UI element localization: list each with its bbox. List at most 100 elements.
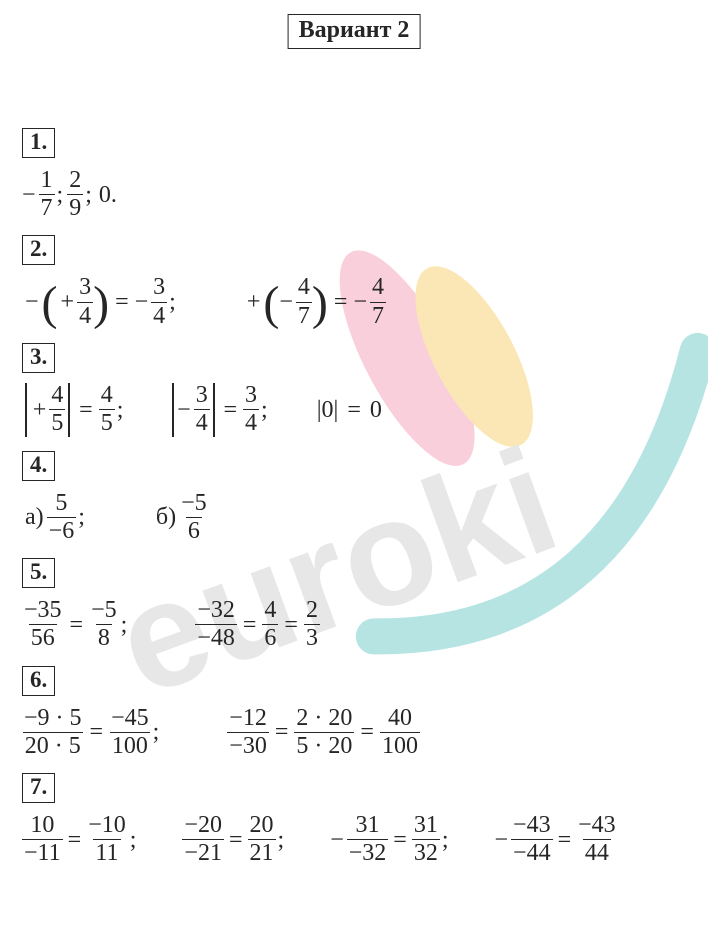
operator: = xyxy=(354,720,380,744)
numerator: 1 xyxy=(39,168,55,194)
fraction: 40100 xyxy=(380,706,420,759)
denominator: 6 xyxy=(186,517,202,544)
numerator: 4 xyxy=(49,383,65,409)
operator: = xyxy=(237,613,263,637)
denominator: 5 xyxy=(49,409,65,436)
denominator: 100 xyxy=(110,732,150,759)
fraction: 45 xyxy=(99,383,115,436)
operator: = xyxy=(341,398,367,422)
problem-body: +45=45;−34=34;|0|=0 xyxy=(22,383,686,437)
numerator: −43 xyxy=(576,813,618,839)
denominator: −30 xyxy=(227,732,269,759)
fraction: 34 xyxy=(77,275,93,328)
text: |0| xyxy=(314,398,342,422)
problem-body: −3556=−58;−32−48=46=23 xyxy=(22,598,686,651)
numerator: 3 xyxy=(151,275,167,301)
numerator: 5 xyxy=(53,491,69,517)
denominator: −48 xyxy=(195,624,237,651)
numerator: −5 xyxy=(179,491,209,517)
fraction: −43−44 xyxy=(511,813,553,866)
denominator: −6 xyxy=(47,517,77,544)
abs-bar xyxy=(213,383,215,437)
fraction: 34 xyxy=(194,383,210,436)
fraction: 34 xyxy=(243,383,259,436)
problems-list: 1.−17;29;0.2.−(+34)=−34;+(−47)=−473.+45=… xyxy=(22,128,686,866)
problem-body: а)5−6; б)−56 xyxy=(22,491,686,544)
text: б) xyxy=(153,505,179,529)
sign: − xyxy=(135,290,152,314)
numerator: −12 xyxy=(227,706,269,732)
problem-1: 1.−17;29;0. xyxy=(22,128,686,221)
denominator: 11 xyxy=(93,839,120,866)
fraction: 31−32 xyxy=(347,813,389,866)
separator: ; xyxy=(128,828,141,852)
denominator: 4 xyxy=(194,409,210,436)
problem-number: 2. xyxy=(22,235,55,265)
operator: = xyxy=(64,613,90,637)
fraction: 45 xyxy=(49,383,65,436)
fraction: −32−48 xyxy=(195,598,237,651)
variant-title: Вариант 2 xyxy=(288,14,421,49)
denominator: 7 xyxy=(370,302,386,329)
denominator: −32 xyxy=(347,839,389,866)
operator: = xyxy=(328,290,354,314)
sign: − xyxy=(330,828,347,852)
numerator: −43 xyxy=(511,813,553,839)
separator: ; xyxy=(119,613,132,637)
paren-open: ( xyxy=(42,282,58,325)
fraction: −56 xyxy=(179,491,209,544)
fraction: 5−6 xyxy=(47,491,77,544)
numerator: 4 xyxy=(370,275,386,301)
denominator: 44 xyxy=(583,839,611,866)
separator: ; xyxy=(151,720,164,744)
denominator: 20 · 5 xyxy=(23,732,83,759)
separator: ; xyxy=(55,183,68,207)
denominator: 21 xyxy=(248,839,276,866)
separator: ; xyxy=(167,290,180,314)
numerator: 3 xyxy=(77,275,93,301)
fraction: −1011 xyxy=(86,813,128,866)
numerator: 3 xyxy=(243,383,259,409)
denominator: 8 xyxy=(96,624,112,651)
text: + xyxy=(58,290,78,314)
denominator: −11 xyxy=(22,839,63,866)
numerator: 20 xyxy=(248,813,276,839)
sign: − xyxy=(177,398,194,422)
fraction: −12−30 xyxy=(227,706,269,759)
numerator: −10 xyxy=(86,813,128,839)
problem-4: 4.а)5−6;б)−56 xyxy=(22,451,686,544)
problem-body: −17;29;0. xyxy=(22,168,686,221)
denominator: 32 xyxy=(412,839,440,866)
problem-7: 7.10−11=−1011;−20−21=2021;−31−32=3132;−−… xyxy=(22,773,686,866)
abs-bar xyxy=(172,383,174,437)
fraction: 29 xyxy=(67,168,83,221)
fraction: 17 xyxy=(39,168,55,221)
text: а) xyxy=(22,505,47,529)
denominator: 7 xyxy=(39,194,55,221)
text: + xyxy=(30,398,50,422)
operator: = xyxy=(224,828,248,852)
problem-5: 5.−3556=−58;−32−48=46=23 xyxy=(22,558,686,651)
operator: = xyxy=(84,720,110,744)
operator: = xyxy=(73,398,99,422)
separator: ; xyxy=(276,828,289,852)
fraction: −4344 xyxy=(576,813,618,866)
denominator: 4 xyxy=(77,302,93,329)
abs-bar xyxy=(68,383,70,437)
text: 0. xyxy=(96,183,120,207)
fraction: −45100 xyxy=(109,706,151,759)
numerator: 31 xyxy=(354,813,382,839)
problem-number: 7. xyxy=(22,773,55,803)
separator: ; xyxy=(76,505,89,529)
numerator: −32 xyxy=(195,598,237,624)
text: 0 xyxy=(367,398,385,422)
fraction: 2 · 205 · 20 xyxy=(294,706,354,759)
fraction: 47 xyxy=(296,275,312,328)
separator: ; xyxy=(83,183,96,207)
numerator: 3 xyxy=(194,383,210,409)
fraction: −20−21 xyxy=(182,813,224,866)
paren-open: ( xyxy=(263,282,279,325)
fraction: 47 xyxy=(370,275,386,328)
denominator: 4 xyxy=(243,409,259,436)
page-content: Вариант 2 1.−17;29;0.2.−(+34)=−34;+(−47)… xyxy=(0,0,708,898)
